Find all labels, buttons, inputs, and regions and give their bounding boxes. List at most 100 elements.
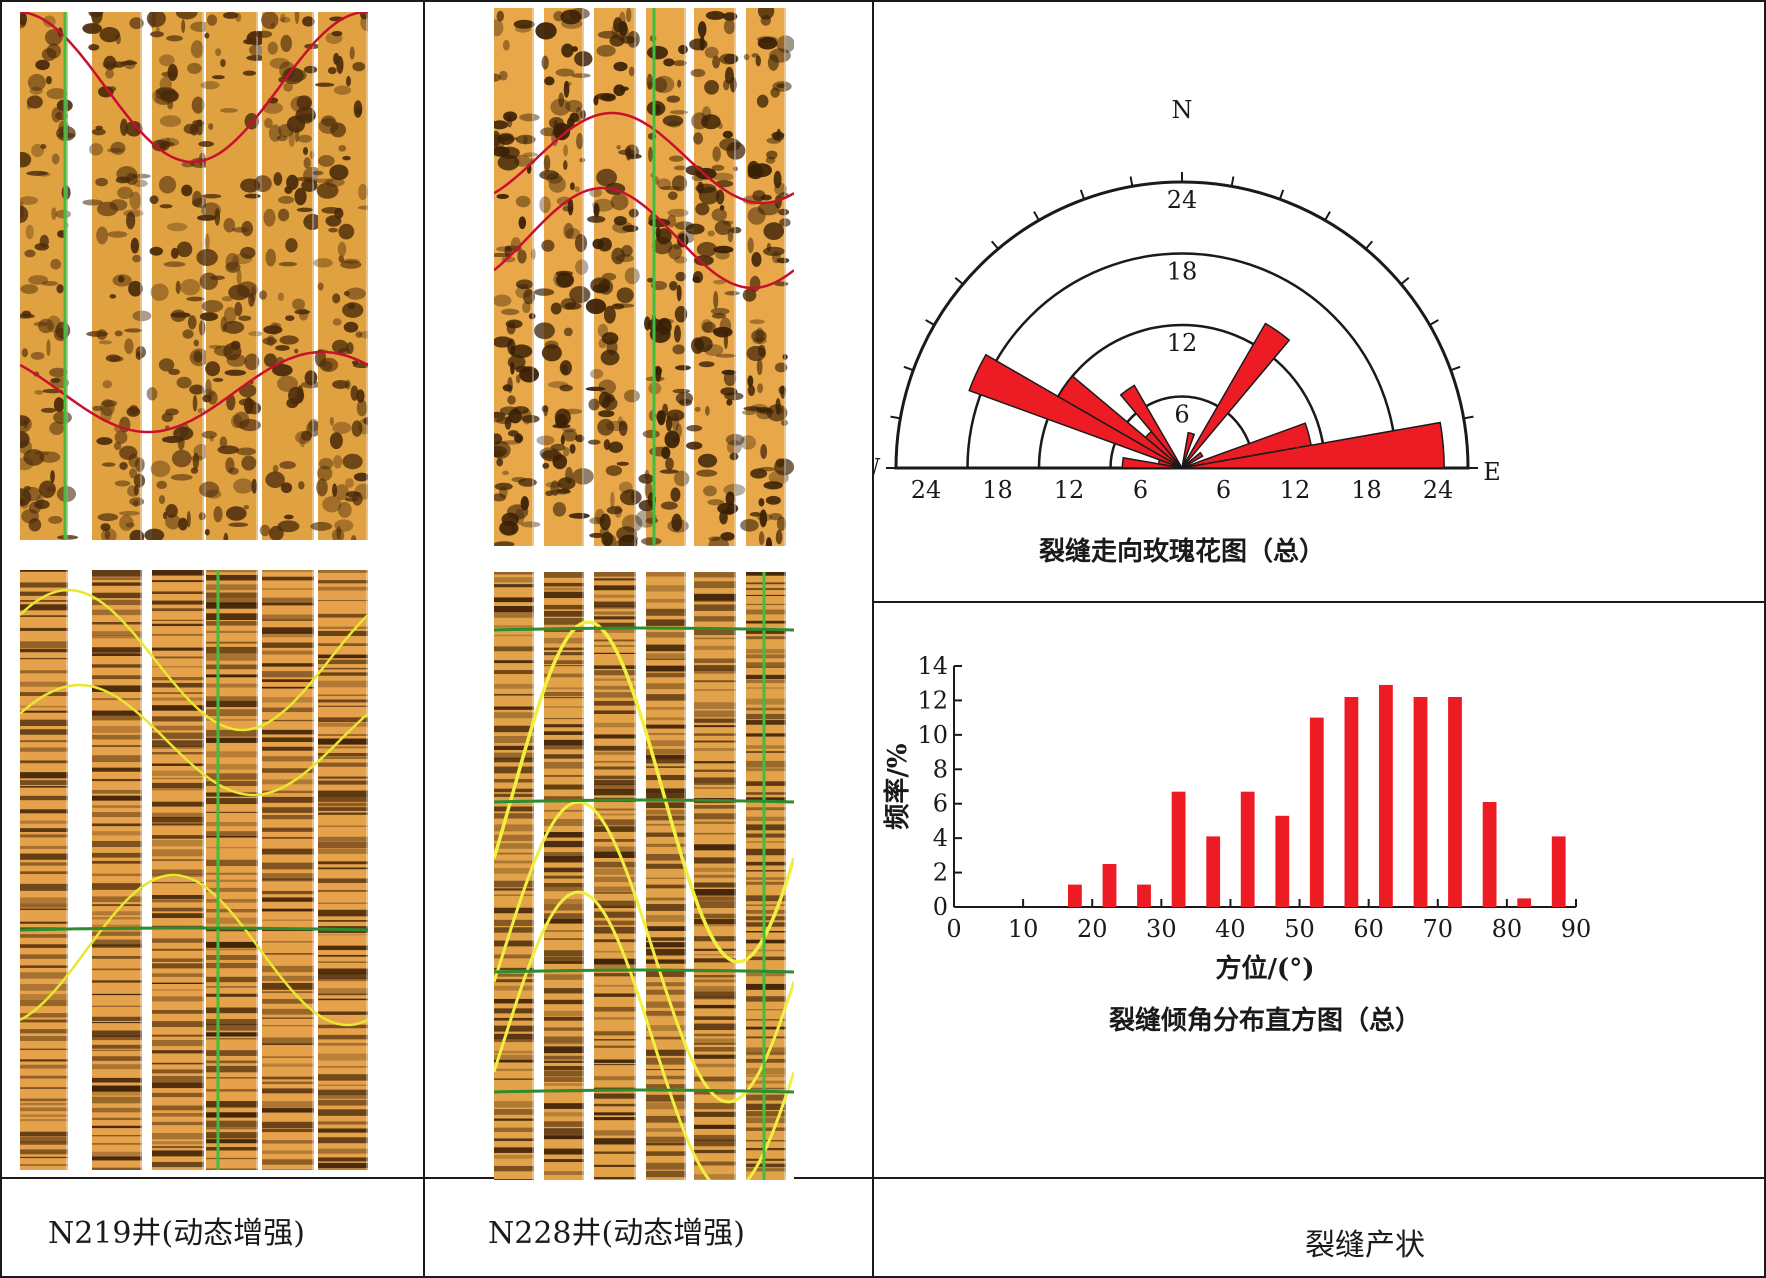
log-spot xyxy=(228,467,239,475)
log-band xyxy=(494,612,534,618)
log-spot xyxy=(574,51,593,67)
log-spot xyxy=(223,12,239,19)
log-spot xyxy=(643,316,651,331)
log-band xyxy=(646,775,686,781)
log-spot xyxy=(630,490,636,503)
log-band xyxy=(544,1036,584,1043)
log-band xyxy=(544,1103,584,1109)
log-spot xyxy=(518,478,537,487)
fracture-sinusoid xyxy=(494,111,794,205)
log-band xyxy=(318,802,368,807)
log-band xyxy=(594,1177,636,1180)
log-spot xyxy=(561,43,574,58)
log-spot xyxy=(638,473,654,484)
log-band xyxy=(694,857,736,864)
log-spot xyxy=(713,279,726,285)
log-spot xyxy=(647,277,655,283)
log-spot xyxy=(515,374,521,384)
log-band xyxy=(92,931,142,936)
log-spot xyxy=(531,248,536,260)
log-spot xyxy=(134,457,145,472)
log-spot xyxy=(309,150,315,160)
log-spot xyxy=(521,414,540,423)
log-strip-edge xyxy=(634,8,636,546)
log-strip-edge xyxy=(734,572,736,1180)
log-spot xyxy=(351,420,363,437)
log-spot xyxy=(310,521,333,531)
log-spot xyxy=(494,482,513,491)
log-spot xyxy=(751,252,762,267)
log-band xyxy=(646,884,686,889)
log-spot xyxy=(212,75,225,80)
log-spot xyxy=(329,432,343,450)
log-strip-edge xyxy=(582,572,584,1180)
y-tick-label: 4 xyxy=(933,824,948,852)
log-band xyxy=(544,852,584,858)
log-band xyxy=(152,1010,204,1014)
log-spot xyxy=(50,258,62,270)
log-band xyxy=(206,941,258,948)
log-spot xyxy=(165,137,171,145)
rose-tick xyxy=(1463,415,1474,420)
log-band xyxy=(694,725,736,728)
log-spot xyxy=(189,384,205,395)
log-spot xyxy=(585,386,606,392)
log-spot xyxy=(114,430,128,445)
log-band xyxy=(92,1021,142,1024)
log-spot xyxy=(130,237,140,254)
log-band xyxy=(152,1146,204,1149)
log-band xyxy=(152,1161,204,1168)
log-spot xyxy=(596,44,616,57)
log-spot xyxy=(279,461,296,470)
log-spot xyxy=(100,528,117,540)
log-spot xyxy=(765,156,776,164)
log-band xyxy=(152,1150,204,1157)
log-spot xyxy=(327,66,337,75)
log-band xyxy=(262,1101,314,1108)
log-band xyxy=(646,959,686,964)
log-spot xyxy=(167,99,174,110)
log-spot xyxy=(644,469,650,481)
log-band xyxy=(544,1060,584,1063)
log-spot xyxy=(750,163,772,178)
log-band xyxy=(262,1081,314,1085)
log-spot xyxy=(181,184,193,197)
log-band xyxy=(152,1021,204,1028)
log-spot xyxy=(173,426,194,441)
log-band xyxy=(318,1148,368,1154)
log-spot xyxy=(662,403,669,416)
log-spot xyxy=(99,26,120,43)
log-band xyxy=(646,863,686,869)
log-spot xyxy=(749,319,765,325)
histogram-bar xyxy=(1206,836,1221,907)
log-spot xyxy=(539,196,551,214)
log-spot xyxy=(616,461,630,466)
log-band xyxy=(20,1149,68,1155)
log-spot xyxy=(740,519,759,532)
log-spot xyxy=(96,437,113,446)
log-band xyxy=(694,777,736,783)
log-spot xyxy=(163,261,186,268)
log-band xyxy=(694,669,736,674)
log-band xyxy=(206,653,258,661)
log-band xyxy=(318,878,368,883)
log-band xyxy=(206,985,258,988)
rose-tick xyxy=(1230,176,1235,187)
log-band xyxy=(544,739,584,746)
log-band xyxy=(746,956,786,961)
log-spot xyxy=(563,144,569,157)
log-band xyxy=(92,993,142,996)
histogram-bar xyxy=(1137,884,1151,907)
log-band xyxy=(206,1120,258,1128)
log-band xyxy=(152,570,204,576)
log-band xyxy=(206,574,258,581)
log-strip xyxy=(262,570,314,1170)
log-spot xyxy=(329,416,334,426)
log-spot xyxy=(180,278,201,296)
log-band xyxy=(206,641,258,644)
log-spot xyxy=(698,361,715,368)
log-spot xyxy=(693,132,704,145)
log-band xyxy=(646,854,686,861)
log-spot xyxy=(23,449,45,466)
log-band xyxy=(20,883,68,891)
